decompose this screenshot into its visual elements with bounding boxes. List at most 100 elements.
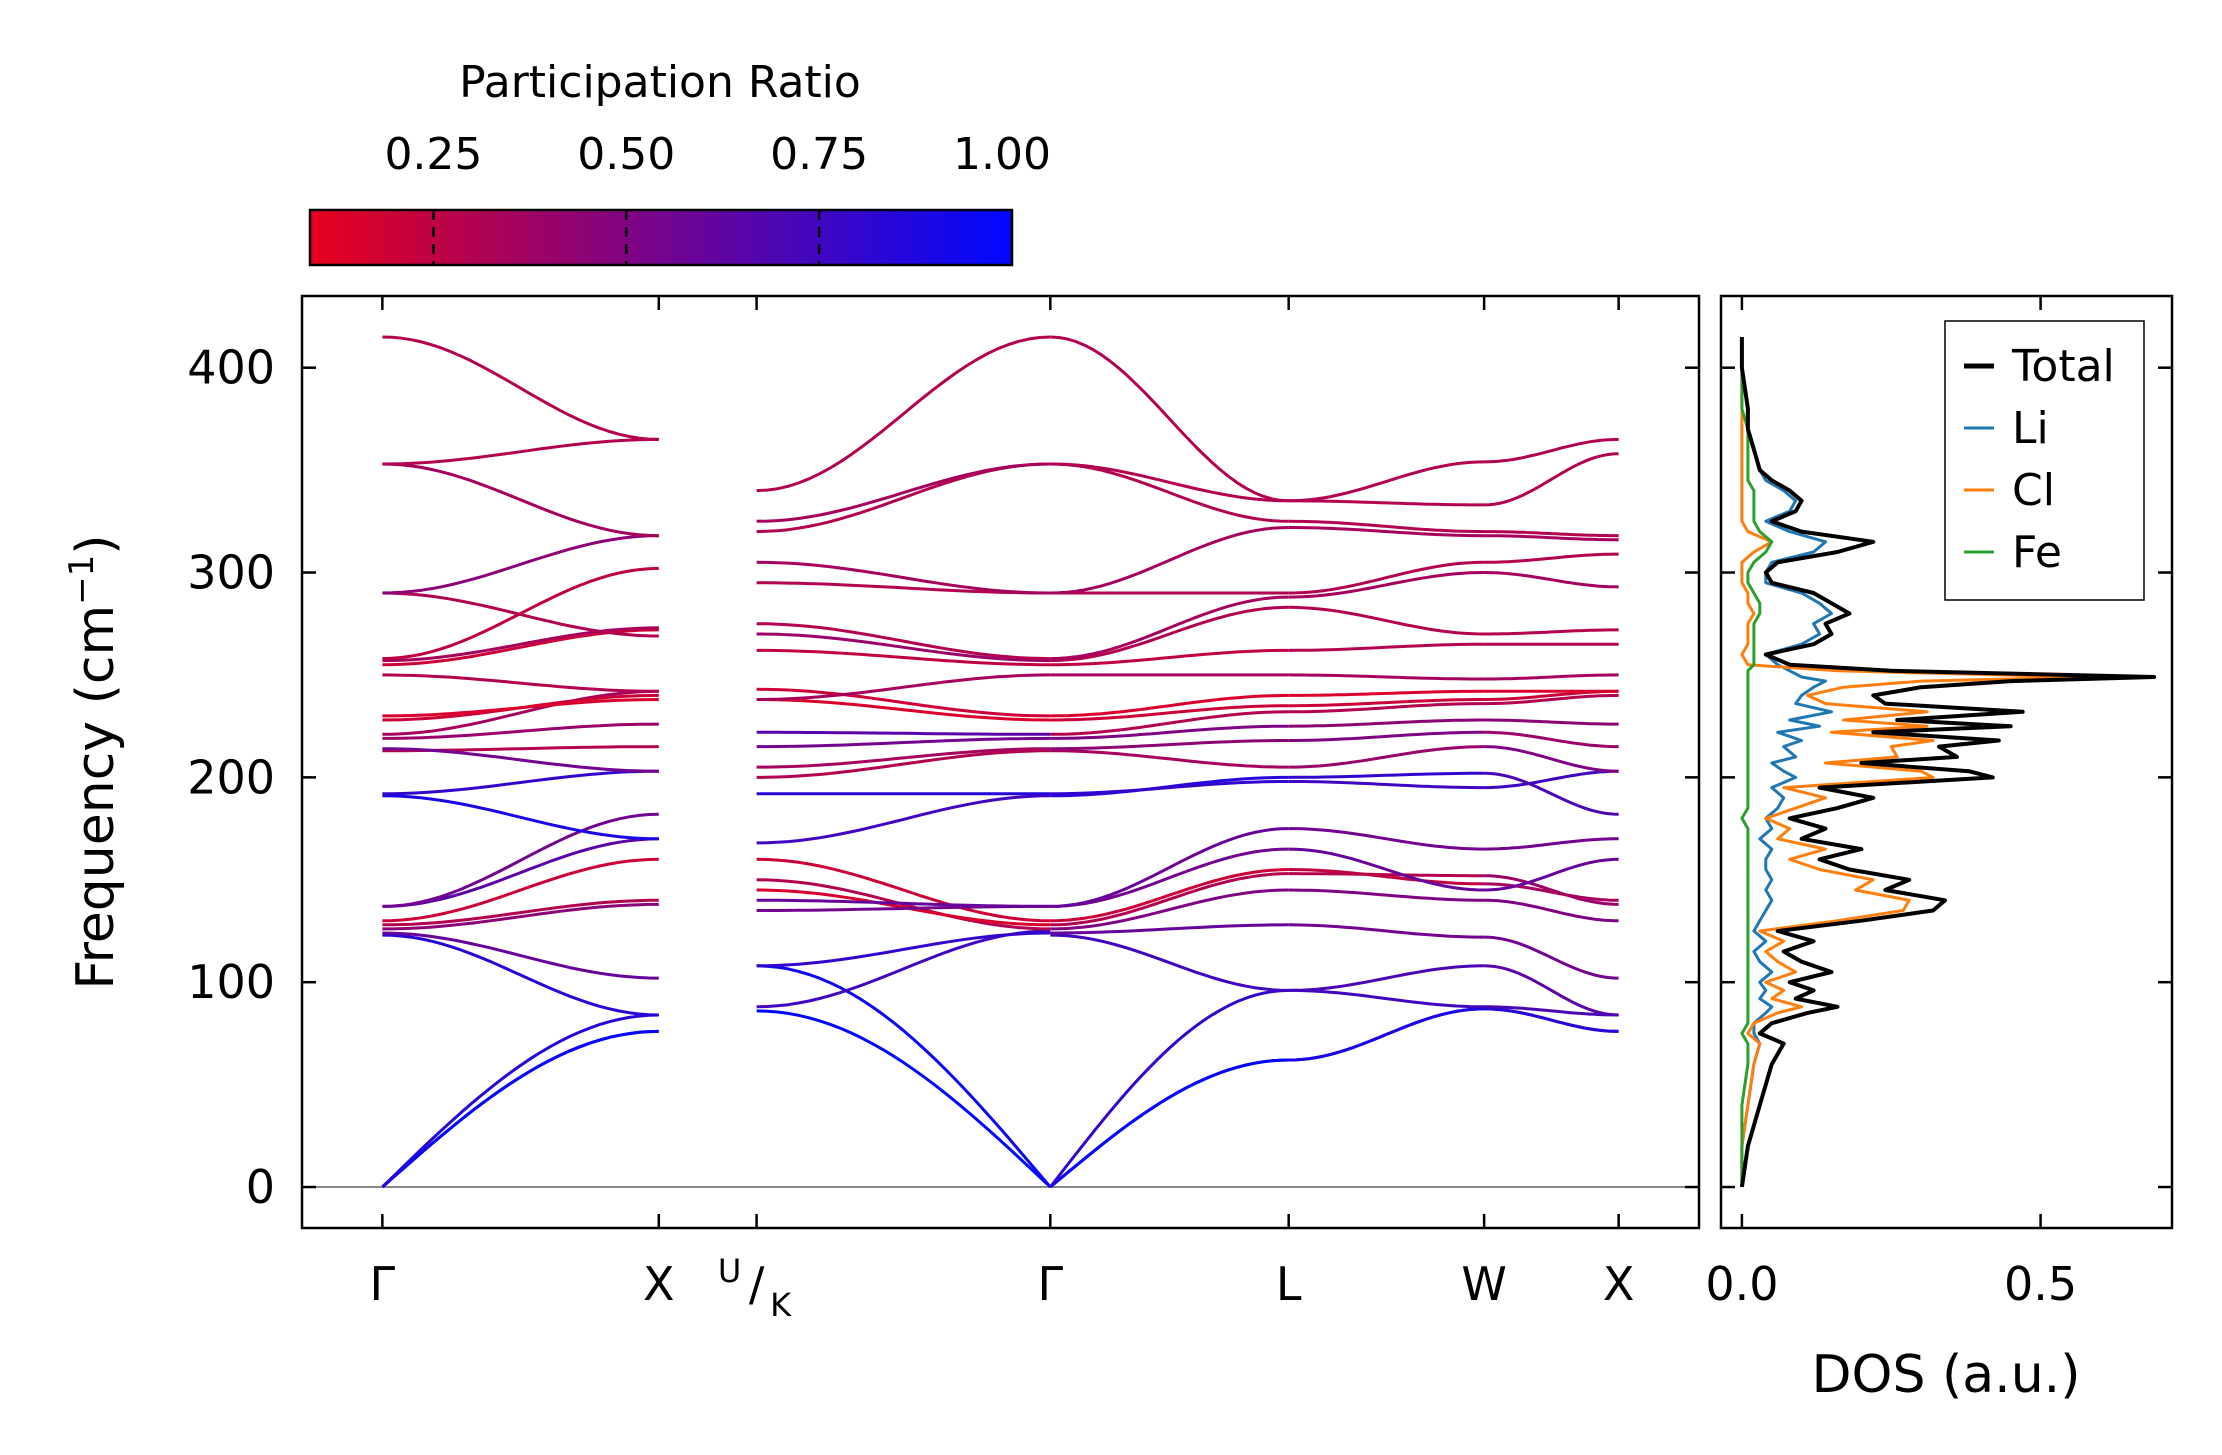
phonon-band (756, 462, 1051, 534)
phonon-band (382, 837, 659, 908)
phonon-band (1288, 605, 1485, 636)
phonon-band (382, 931, 659, 980)
phonon-band (756, 673, 1051, 701)
phonon-band (1484, 857, 1619, 892)
phonon-band (756, 929, 1051, 1009)
phonon-band (1484, 1007, 1619, 1033)
y-axis-title-sup: −1 (62, 555, 102, 605)
phonon-band (1288, 519, 1485, 534)
phonon-band (1484, 718, 1619, 726)
phonon-band (1484, 693, 1619, 706)
phonon-band (1288, 964, 1485, 992)
colorbar-gradient (308, 208, 1014, 267)
phonon-band (1050, 704, 1289, 722)
phonon-band (756, 730, 1051, 736)
phonon-band (756, 794, 1051, 845)
phonon-band (1288, 571, 1485, 599)
phonon-band (382, 698, 659, 718)
phonon-band (1050, 923, 1289, 935)
phonon-band (756, 898, 1051, 908)
dos-curve-fe (1740, 337, 1774, 1187)
legend-label-cl: Cl (2012, 465, 2055, 516)
phonon-band (1050, 648, 1289, 667)
legend-label-total: Total (2011, 341, 2115, 392)
phonon-band (1050, 749, 1289, 769)
phonon-band (1288, 718, 1485, 728)
kpoint-label-k: K (770, 1286, 792, 1324)
phonon-band (1288, 868, 1485, 886)
phonon-band (382, 673, 659, 693)
band-structure-plot: 0 100 200 300 400 Γ X U / K Γ L W X Freq… (62, 294, 1701, 1324)
phonon-band (1049, 1058, 1289, 1189)
phonon-band (382, 591, 659, 638)
phonon-band (1484, 530, 1619, 538)
band-y-tick-labels: 0 100 200 300 400 (187, 341, 275, 1214)
phonon-band (382, 534, 659, 595)
phonon-band (1050, 739, 1289, 751)
phonon-band (1288, 745, 1485, 769)
phonon-band (1484, 882, 1619, 902)
y-tick-label: 100 (187, 955, 275, 1009)
phonon-band (1288, 780, 1485, 790)
phonon-band (756, 698, 1051, 722)
y-tick-label: 400 (187, 341, 275, 395)
y-axis-title-main: Frequency (cm (66, 605, 126, 990)
phonon-band (1288, 730, 1485, 742)
phonon-band (756, 747, 1051, 769)
phonon-band (1484, 628, 1619, 636)
dos-x-axis-title: DOS (a.u.) (1812, 1345, 2081, 1405)
phonon-band (756, 964, 1052, 1188)
colorbar-tick-label: 0.25 (384, 129, 482, 180)
phonon-band (1288, 923, 1485, 939)
phonon-band (1484, 534, 1619, 542)
phonon-band (1288, 1007, 1485, 1062)
dos-plot-frame (1719, 294, 2174, 1230)
phonon-band (756, 622, 1051, 661)
phonon-band (1484, 673, 1619, 681)
phonon-band (1484, 437, 1619, 464)
colorbar: Participation Ratio 0.25 0.50 0.75 1.00 (308, 57, 1051, 267)
phonon-band (756, 560, 1051, 595)
phonon-band (1050, 933, 1289, 992)
phonon-band (1484, 769, 1619, 790)
phonon-band (756, 462, 1051, 523)
dos-legend: Total Li Cl Fe (1944, 320, 2145, 601)
dos-y-ticks (1721, 366, 2172, 1189)
phonon-band (382, 722, 659, 740)
phonon-band (382, 812, 659, 908)
phonon-band (756, 632, 1051, 663)
phonon-band (1484, 730, 1619, 749)
band-y-ticks (302, 366, 1699, 1189)
phonon-band (1050, 780, 1289, 796)
phonon-band (1049, 988, 1289, 1188)
phonon-bands (381, 335, 1619, 1189)
kpoint-label-l: L (1276, 1257, 1302, 1311)
phonon-band (756, 931, 1051, 968)
colorbar-tick-labels: 0.25 0.50 0.75 1.00 (384, 129, 1051, 180)
band-x-ticks (381, 296, 1620, 1228)
phonon-band (1288, 827, 1485, 851)
phonon-band (1288, 499, 1485, 507)
band-x-tick-labels: Γ X U / K Γ L W X (370, 1252, 1635, 1324)
phonon-band (1288, 888, 1485, 902)
dos-curves (1739, 337, 2157, 1188)
phonon-band (756, 648, 1051, 667)
phonon-band (382, 794, 659, 841)
y-axis-title-close: ) (66, 534, 126, 554)
phonon-band (1288, 689, 1485, 697)
phonon-band (1050, 595, 1289, 661)
phonon-band (1288, 526, 1485, 538)
dos-x-tick-label: 0.0 (1705, 1257, 1778, 1311)
phonon-band (381, 1029, 659, 1189)
phonon-band (1484, 964, 1619, 1017)
phonon-band (1288, 771, 1485, 779)
phonon-band (381, 1029, 659, 1189)
phonon-band (382, 933, 659, 1017)
y-axis-title: Frequency (cm−1) (62, 534, 126, 989)
dos-x-ticks (1740, 296, 2042, 1228)
legend-label-fe: Fe (2012, 527, 2062, 578)
phonon-band (1484, 1005, 1619, 1017)
phonon-band (1484, 771, 1619, 816)
phonon-band (756, 857, 1051, 923)
